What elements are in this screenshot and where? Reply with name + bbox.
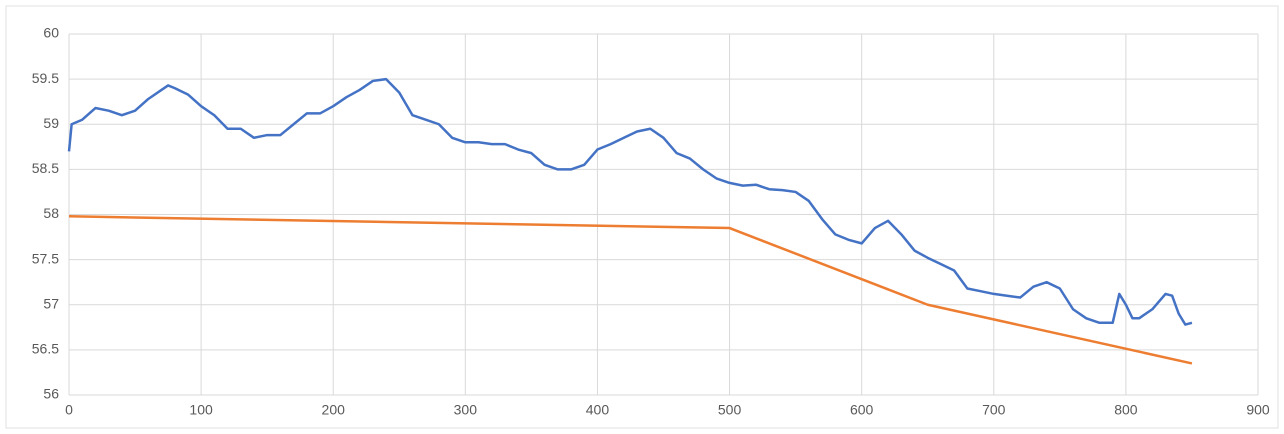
chart-border bbox=[5, 5, 1279, 429]
y-tick-label: 59 bbox=[43, 115, 59, 131]
x-tick-label: 300 bbox=[454, 402, 478, 418]
y-tick-label: 57.5 bbox=[32, 250, 59, 266]
y-tick-label: 56 bbox=[43, 386, 59, 402]
y-tick-label: 60 bbox=[43, 25, 59, 41]
series-line bbox=[67, 77, 1193, 326]
x-tick-label: 0 bbox=[65, 402, 73, 418]
y-tick-label: 58.5 bbox=[32, 160, 59, 176]
x-tick-label: 800 bbox=[1114, 402, 1138, 418]
y-tick-label: 56.5 bbox=[32, 341, 59, 357]
y-tick-label: 58 bbox=[43, 205, 59, 221]
x-tick-label: 600 bbox=[850, 402, 874, 418]
x-tick-label: 700 bbox=[982, 402, 1006, 418]
series-line bbox=[68, 215, 1193, 365]
x-tick-label: 200 bbox=[322, 402, 346, 418]
y-tick-label: 59.5 bbox=[32, 70, 59, 86]
x-tick-label: 900 bbox=[1246, 402, 1270, 418]
y-tick-label: 57 bbox=[43, 295, 59, 311]
x-tick-label: 400 bbox=[586, 402, 610, 418]
x-tick-label: 500 bbox=[718, 402, 742, 418]
x-tick-label: 100 bbox=[189, 402, 213, 418]
